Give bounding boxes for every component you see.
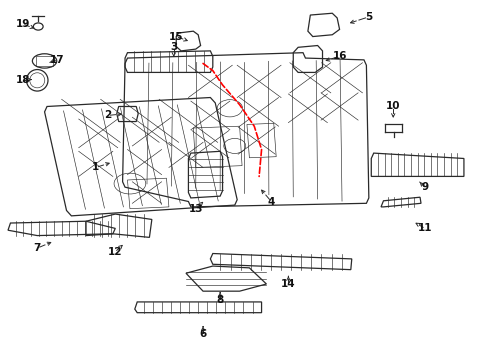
- Text: 13: 13: [188, 204, 203, 214]
- Text: 12: 12: [108, 247, 122, 257]
- Text: 5: 5: [365, 12, 372, 22]
- Text: 3: 3: [170, 42, 177, 52]
- Text: 6: 6: [199, 329, 206, 339]
- Text: 15: 15: [169, 32, 183, 41]
- Text: 4: 4: [267, 197, 274, 207]
- Text: 2: 2: [104, 111, 111, 121]
- Text: 16: 16: [332, 51, 346, 61]
- Text: 10: 10: [385, 102, 400, 112]
- Text: 7: 7: [34, 243, 41, 253]
- Text: 17: 17: [49, 55, 64, 65]
- Text: 14: 14: [281, 279, 295, 289]
- Text: 18: 18: [15, 75, 30, 85]
- Text: 11: 11: [417, 224, 431, 233]
- Text: 8: 8: [216, 295, 224, 305]
- Text: 9: 9: [421, 182, 427, 192]
- Text: 1: 1: [92, 162, 99, 172]
- Text: 19: 19: [16, 19, 30, 29]
